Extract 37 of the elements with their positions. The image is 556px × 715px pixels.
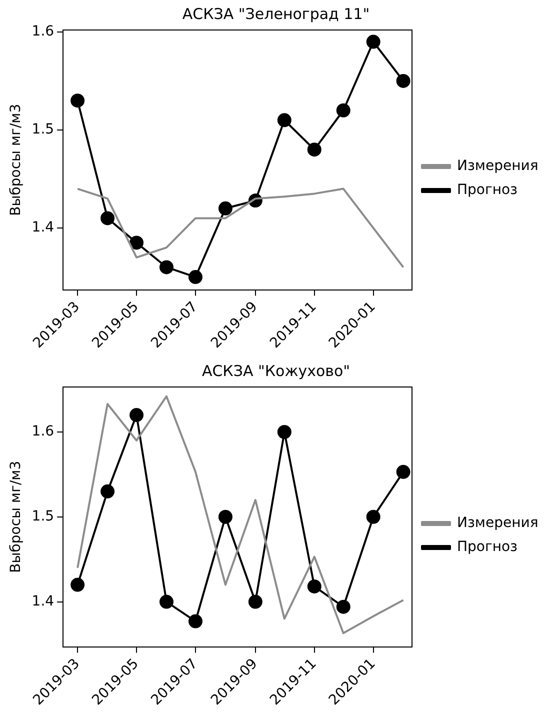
- point: [130, 408, 144, 422]
- chart-title: АСКЗА "Зеленоград 11": [182, 4, 370, 23]
- point: [277, 424, 292, 439]
- y-axis-title: Выбросы мг/м3: [8, 460, 24, 573]
- point: [248, 594, 262, 609]
- y-tick-label: 1.5: [32, 508, 54, 525]
- y-tick-label: 1.6: [32, 424, 54, 440]
- point: [70, 578, 85, 592]
- point: [218, 510, 232, 524]
- legend-label: Прогноз: [457, 539, 518, 556]
- point: [336, 103, 350, 118]
- point: [277, 113, 292, 128]
- point: [100, 211, 115, 226]
- point: [159, 594, 174, 609]
- point: [159, 260, 174, 274]
- point: [307, 579, 322, 594]
- y-axis-title: Выбросы мг/м3: [8, 104, 24, 216]
- point: [70, 94, 85, 108]
- point: [396, 74, 410, 88]
- point: [396, 464, 410, 479]
- legend-label: Измерения: [457, 158, 538, 174]
- chart-title: АСКЗА "Кожухово": [202, 362, 350, 380]
- point: [336, 600, 350, 614]
- point: [366, 510, 380, 524]
- point: [218, 201, 232, 216]
- point: [366, 34, 380, 49]
- y-tick-label: 1.4: [32, 220, 54, 236]
- legend-label: Измерения: [457, 515, 538, 532]
- point: [100, 484, 115, 498]
- point: [307, 142, 322, 157]
- legend-label: Прогноз: [457, 182, 518, 198]
- point: [188, 270, 202, 284]
- y-tick-label: 1.5: [32, 122, 54, 138]
- point: [188, 614, 202, 628]
- point: [130, 236, 144, 250]
- y-tick-label: 1.4: [32, 593, 54, 610]
- y-tick-label: 1.6: [32, 24, 54, 40]
